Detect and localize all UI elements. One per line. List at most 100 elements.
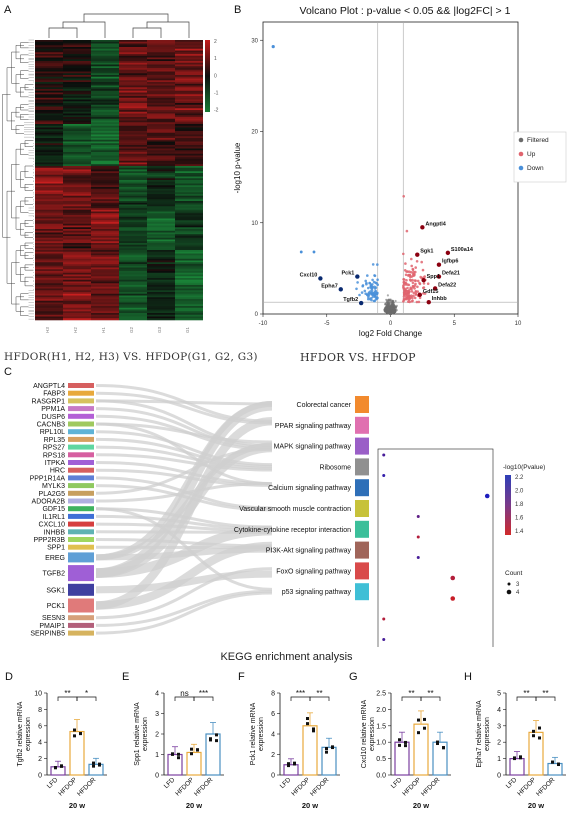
sankey-gene-label: ADORA2B — [32, 499, 66, 506]
bar-y-label: Spp1 relative mRNA — [134, 702, 141, 766]
heatmap-scale-tick: 2 — [214, 39, 217, 45]
dendrogram-branch — [147, 22, 189, 38]
bar-data-point — [538, 736, 541, 739]
bar-y-tick-label: 1.0 — [376, 740, 386, 747]
bar-data-point — [215, 739, 218, 742]
bar-y-tick-label: 4 — [38, 740, 42, 747]
bar-y-tick-label: 2.5 — [376, 691, 386, 698]
significance-label: ** — [64, 689, 70, 698]
volcano-labeled-point — [446, 251, 450, 255]
sankey-gene-node — [68, 460, 94, 465]
bar-x-label: 20 w — [186, 801, 202, 810]
sankey-pathway-label: PI3K-Akt signaling pathway — [266, 548, 352, 555]
bar-panel-letter: H — [464, 671, 472, 683]
bar-data-point — [190, 752, 193, 755]
sankey-gene-node — [68, 398, 94, 403]
bar-data-point — [60, 765, 63, 768]
bar-category-label: HFDOP — [290, 776, 311, 797]
bar-y-label: expression — [484, 717, 491, 751]
colorbar-tick: 1.4 — [515, 529, 524, 535]
bar-data-point — [442, 746, 445, 749]
sankey-gene-label: PMAIP1 — [39, 623, 65, 630]
volcano-gene-label: Pck1 — [341, 271, 354, 277]
bar-data-point — [177, 753, 180, 756]
dendrogram-branch — [49, 28, 77, 38]
sankey-gene-label: MYLK3 — [42, 483, 65, 490]
volcano-y-tick-label: 0 — [255, 312, 259, 318]
significance-label: ** — [408, 689, 414, 698]
count-legend-marker — [508, 583, 511, 586]
sankey-pathway-label: Colorectal cancer — [297, 402, 352, 409]
bar-y-tick-label: 2 — [38, 756, 42, 763]
bar-y-tick-label: 2 — [497, 740, 501, 747]
heatmap-scale-tick: -2 — [214, 108, 219, 114]
heatmap-chart: H3 H2 H1 G2 G3 G1210-1-2 — [0, 0, 232, 345]
dendrogram-branch — [63, 22, 105, 38]
bar-panel-letter: E — [122, 671, 129, 683]
sankey-gene-label: GDF15 — [42, 506, 65, 513]
dotplot-point — [485, 494, 490, 499]
bar-y-tick-label: 6 — [271, 711, 275, 718]
volcano-x-tick-label: 0 — [389, 321, 393, 327]
dotplot-point — [450, 576, 455, 581]
sankey-gene-node — [68, 445, 94, 450]
sankey-gene-label: CXCL10 — [39, 522, 66, 529]
bar-data-point — [312, 727, 315, 730]
volcano-title: Volcano Plot : p-value < 0.05 && |log2FC… — [300, 5, 511, 17]
bar-data-point — [325, 751, 328, 754]
volcano-legend-marker — [519, 138, 524, 143]
bar-category-label: HFDOP — [57, 776, 78, 797]
bar-y-tick-label: 1.5 — [376, 723, 386, 730]
sankey-gene-node — [68, 383, 94, 388]
volcano-labeled-point — [427, 300, 431, 304]
sankey-gene-node — [68, 499, 94, 504]
bar-category-label: HFDOR — [309, 776, 331, 798]
bar-data-point — [398, 744, 401, 747]
sankey-gene-node — [68, 406, 94, 411]
bar — [51, 767, 65, 775]
sankey-gene-node — [68, 491, 94, 496]
sankey-pathway-node — [355, 562, 369, 579]
sankey-pathway-node — [355, 438, 369, 455]
heatmap-cells — [35, 40, 203, 320]
sankey-gene-label: RPS27 — [43, 445, 65, 452]
bar-data-point — [532, 734, 535, 737]
kegg-sankey-dotplot: ANGPTL4FABP3RASGRP1PPM1ADUSP6CACNB3RPL10… — [0, 375, 573, 647]
volcano-outlier-point — [300, 251, 303, 254]
volcano-caption: HFDOR VS. HFDOP — [300, 351, 416, 364]
sankey-pathway-node — [355, 583, 369, 600]
volcano-gene-label: Cxcl10 — [300, 272, 318, 278]
dotplot-point — [417, 536, 420, 539]
sankey-gene-node — [68, 623, 94, 628]
heatmap-column-label: H2 — [73, 327, 78, 333]
bar-y-tick-label: 5 — [497, 691, 501, 698]
heatmap-column-label: H1 — [101, 327, 106, 333]
bar-x-label: 20 w — [413, 801, 429, 810]
volcano-gene-label: Defa21 — [442, 271, 460, 277]
count-legend-marker — [507, 590, 512, 595]
sankey-pathway-label: Vascular smooth muscle contraction — [239, 506, 351, 513]
volcano-gene-label: Inhbb — [432, 296, 448, 302]
sankey-gene-node — [68, 545, 94, 550]
bar-data-point — [423, 718, 426, 721]
sankey-gene-label: SESN3 — [42, 615, 65, 622]
bar-data-point — [417, 731, 420, 734]
sankey-gene-node — [68, 522, 94, 527]
volcano-x-tick-label: 10 — [515, 321, 522, 327]
sankey-gene-node — [68, 565, 94, 581]
sankey-gene-label: HRC — [50, 468, 65, 475]
bar-category-label: HFDOR — [535, 776, 557, 798]
bar-data-point — [215, 733, 218, 736]
bar-y-tick-label: 2 — [271, 752, 275, 759]
bar-data-point — [306, 717, 309, 720]
kegg-title: KEGG enrichment analysis — [0, 651, 573, 663]
volcano-labeled-point — [437, 263, 441, 267]
bar-y-label: expression — [258, 717, 265, 751]
bar — [322, 747, 336, 775]
volcano-gene-label: S100a14 — [451, 247, 474, 253]
bar-data-point — [190, 748, 193, 751]
bar-category-label: HFDOP — [401, 776, 422, 797]
bar-data-point — [538, 727, 541, 730]
bar — [284, 765, 298, 775]
sankey-gene-label: RPL35 — [44, 437, 66, 444]
